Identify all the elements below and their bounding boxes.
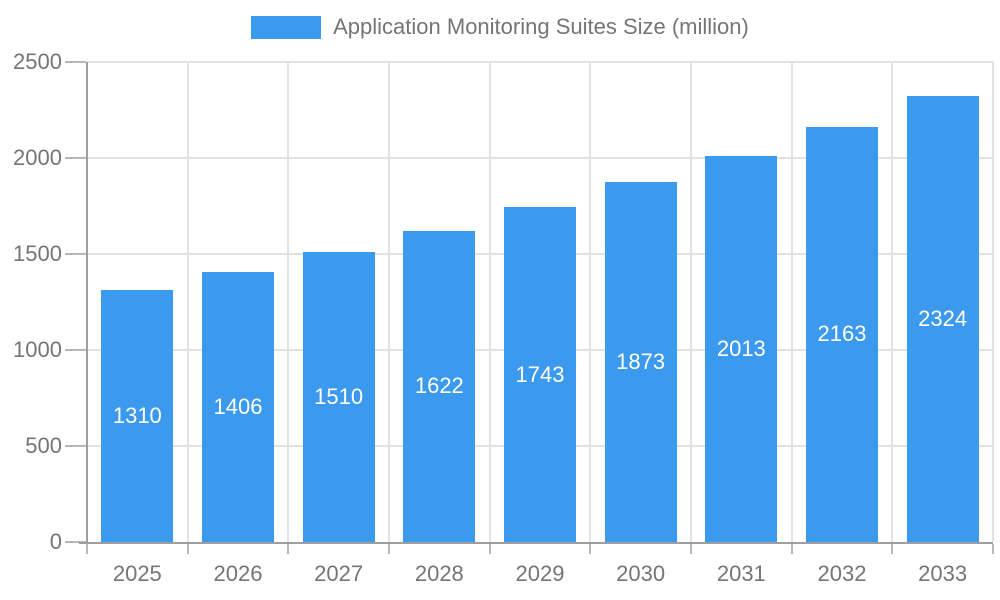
x-axis-tick (891, 544, 894, 554)
y-axis-tick (65, 541, 86, 543)
x-gridline (992, 62, 994, 542)
bar-value-label: 1873 (616, 349, 666, 375)
x-axis-tick (790, 544, 793, 554)
y-gridline (87, 157, 993, 159)
x-gridline (186, 62, 189, 542)
bar-2029 (504, 207, 576, 542)
x-axis-label: 2028 (414, 561, 464, 586)
bar-value-label: 1622 (414, 373, 464, 399)
x-axis-tick (86, 544, 88, 554)
x-axis-tick (992, 544, 994, 554)
bar-2030 (604, 182, 677, 542)
x-axis-label: 2029 (515, 561, 565, 586)
x-gridline (589, 62, 592, 542)
x-gridline (891, 62, 894, 542)
y-axis-tick-label: 1500 (13, 241, 62, 266)
y-axis-tick-label: 2500 (13, 49, 62, 74)
bar-2031 (705, 155, 778, 542)
x-axis-label: 2030 (616, 561, 666, 586)
y-axis-tick-label: 2000 (13, 145, 62, 170)
legend-swatch (251, 15, 322, 39)
bar-2027 (302, 252, 375, 542)
bar-2032 (806, 126, 878, 542)
x-axis-line (79, 542, 993, 544)
y-axis-tick-label: 500 (25, 433, 62, 458)
x-axis-label: 2033 (918, 561, 968, 586)
x-axis-tick (589, 544, 592, 554)
legend-label: Application Monitoring Suites Size (mill… (333, 14, 749, 39)
bar-value-label: 1310 (112, 403, 162, 429)
y-axis-line (86, 62, 88, 542)
y-axis-tick (65, 445, 86, 447)
bar-2025 (101, 290, 174, 542)
x-axis-tick (388, 544, 390, 554)
bar-value-label: 1406 (213, 394, 263, 420)
x-axis-tick (488, 544, 491, 554)
x-gridline (488, 62, 491, 542)
x-axis-tick (287, 544, 290, 554)
x-axis-label: 2025 (112, 561, 162, 586)
x-gridline (690, 62, 692, 542)
x-axis-label: 2032 (817, 561, 867, 586)
y-axis-tick (65, 157, 86, 159)
bar-2026 (202, 272, 274, 542)
bar-value-label: 1510 (314, 384, 364, 410)
x-axis-label: 2031 (716, 561, 766, 586)
y-gridline (87, 61, 993, 63)
y-axis-tick-label: 1000 (13, 337, 62, 362)
plot-area: 0 500 1000 1500 2000 2500 1310 2025 1406 2026 1510… (13, 49, 994, 586)
y-axis-tick (65, 253, 86, 255)
x-gridline (287, 62, 290, 542)
y-axis-tick (65, 61, 86, 63)
x-axis-tick (186, 544, 189, 554)
x-axis-label: 2026 (213, 561, 263, 586)
bar-value-label: 1743 (515, 361, 565, 387)
legend: Application Monitoring Suites Size (mill… (0, 14, 1000, 40)
bar-value-label: 2013 (716, 335, 766, 361)
y-axis-tick (65, 349, 86, 351)
x-axis-label: 2027 (314, 561, 364, 586)
bar-2028 (403, 230, 476, 542)
x-gridline (388, 62, 390, 542)
y-axis-tick-label: 0 (49, 529, 62, 554)
bar-value-label: 2324 (918, 305, 968, 331)
bar-value-label: 2163 (817, 321, 867, 347)
x-axis-tick (690, 544, 692, 554)
bar-2033 (906, 95, 979, 542)
x-gridline (790, 62, 793, 542)
